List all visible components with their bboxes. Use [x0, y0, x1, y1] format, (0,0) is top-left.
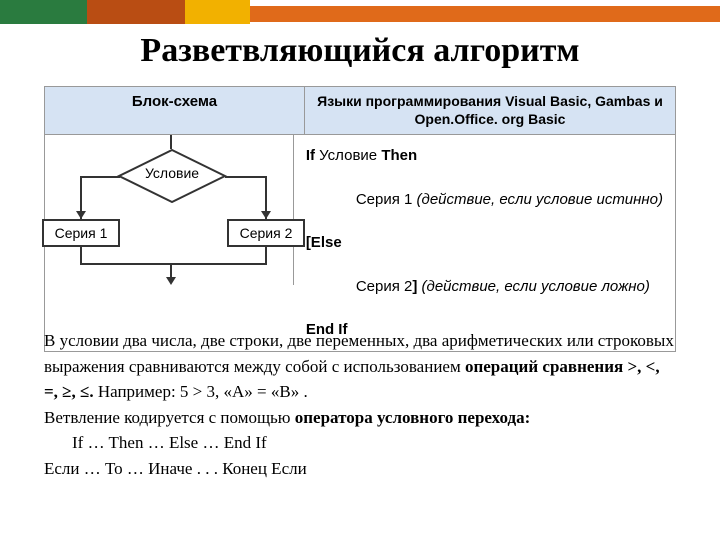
- header-color-blocks: [0, 0, 250, 24]
- page-title: Разветвляющийся алгоритм: [0, 32, 720, 70]
- accent-block-yellow: [185, 0, 250, 24]
- kw-else: [Else: [306, 234, 342, 251]
- accent-block-green: [0, 0, 87, 24]
- code-line: Серия 2] (действие, если условие ложно): [306, 254, 663, 319]
- content-table: Блок-схема Языки программирования Visual…: [44, 86, 676, 352]
- branch-line-right: [225, 176, 267, 178]
- branch-line-left: [80, 176, 120, 178]
- table-header-row: Блок-схема Языки программирования Visual…: [45, 87, 675, 135]
- code-line: [Else: [306, 232, 663, 254]
- footnote-code-line: Если … То … Иначе . . . Конец Если: [44, 459, 307, 478]
- accent-block-brown: [87, 0, 185, 24]
- flowchart-diagram: Условие Серия 1 Серия 2: [45, 135, 293, 285]
- header-flowchart: Блок-схема: [45, 87, 305, 135]
- code-text: Серия 1: [339, 191, 416, 208]
- header-strip: [250, 6, 720, 22]
- footnote-code-line: If … Then … Else … End If: [44, 430, 676, 456]
- arrowhead-icon: [76, 211, 86, 219]
- kw-then: Then: [381, 147, 417, 164]
- code-cell: If Условие Then Серия 1 (действие, если …: [294, 135, 675, 351]
- process-node-left: Серия 1: [42, 219, 120, 247]
- code-comment: (действие, если условие истинно): [417, 191, 663, 208]
- flow-entry-line: [170, 135, 172, 149]
- code-text: Серия 2: [339, 278, 412, 295]
- footnote-bold: оператора условного перехода:: [295, 408, 530, 427]
- footnote-text: Например: 5 > 3, «А» = «В» .: [94, 382, 308, 401]
- code-line: Серия 1 (действие, если условие истинно): [306, 167, 663, 232]
- arrowhead-icon: [166, 277, 176, 285]
- process-node-right: Серия 2: [227, 219, 305, 247]
- arrowhead-icon: [261, 211, 271, 219]
- decision-node: Условие: [117, 149, 227, 203]
- table-body-row: Условие Серия 1 Серия 2 If Условие Then: [45, 135, 675, 351]
- kw-if: If: [306, 147, 315, 164]
- header-language: Языки программирования Visual Basic, Gam…: [305, 87, 675, 135]
- merge-line-h: [80, 263, 267, 265]
- code-comment: (действие, если условие ложно): [422, 278, 650, 295]
- code-line: If Условие Then: [306, 145, 663, 167]
- code-text: ]: [412, 278, 421, 295]
- footnote-paragraph: В условии два числа, две строки, две пер…: [44, 328, 676, 481]
- flowchart-cell: Условие Серия 1 Серия 2: [45, 135, 294, 285]
- footnote-text: Ветвление кодируется с помощью: [44, 408, 295, 427]
- code-text: Условие: [315, 147, 381, 164]
- condition-label: Условие: [117, 165, 227, 181]
